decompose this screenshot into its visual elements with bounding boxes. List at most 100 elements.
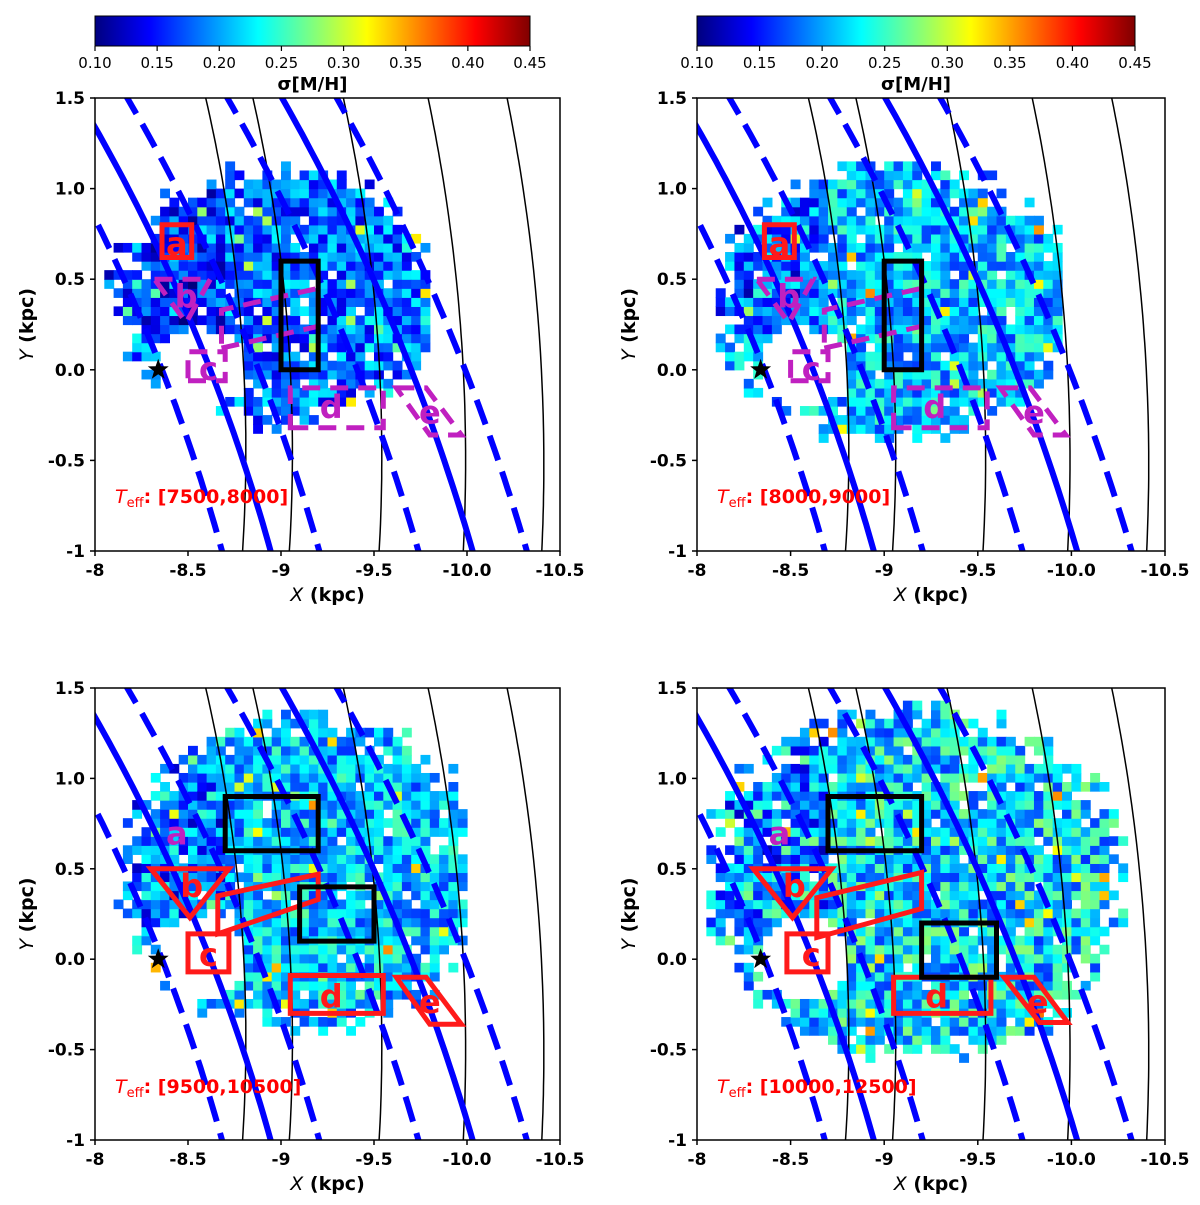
heatmap-cell (1005, 387, 1016, 398)
heatmap-cell (959, 989, 970, 1000)
region-d-outline (287, 385, 386, 431)
heatmap-cell (762, 224, 773, 235)
heatmap-cell (160, 333, 170, 344)
heatmap-cell (1015, 818, 1026, 828)
heatmap-cell (762, 297, 773, 307)
heatmap-cell (846, 836, 857, 846)
heatmap-cell (411, 854, 422, 864)
heatmap-cell (781, 206, 792, 217)
heatmap-cell (893, 252, 904, 262)
heatmap-cell (439, 926, 449, 937)
ring-line (1031, 98, 1071, 551)
heatmap-cell (828, 754, 838, 765)
heatmap-cell (940, 998, 951, 1009)
heatmap-cell (150, 854, 161, 864)
heatmap-cell (809, 215, 820, 226)
heatmap-cell (968, 944, 979, 955)
heatmap-cell (253, 727, 263, 738)
heatmap-cell (178, 800, 189, 810)
heatmap-cell (383, 270, 394, 280)
heatmap-cell (809, 836, 820, 846)
heatmap-cell (1015, 360, 1026, 371)
heatmap-cell (271, 206, 282, 217)
heatmap-cell (318, 836, 329, 846)
heatmap-cell (1015, 215, 1026, 226)
heatmap-cell (762, 279, 773, 289)
arm-edge-line (936, 688, 1135, 1140)
heatmap-cell (865, 980, 876, 991)
heatmap-cell (734, 872, 745, 883)
heatmap-cell (912, 881, 923, 892)
heatmap-cell (771, 242, 782, 253)
heatmap-cell (1024, 297, 1035, 307)
heatmap-cell (290, 387, 301, 398)
heatmap-cell (799, 845, 810, 855)
heatmap-cell (401, 926, 412, 937)
heatmap-cell (790, 288, 801, 298)
heatmap-cell (996, 709, 1007, 720)
heatmap-cell (1099, 836, 1110, 846)
heatmap-cell (262, 369, 273, 380)
heatmap-cell (281, 333, 291, 344)
heatmap-cell (364, 242, 375, 253)
heatmap-cell (949, 215, 960, 226)
heatmap-cell (949, 415, 960, 425)
heatmap-cell (401, 279, 412, 289)
region-e-outline (391, 974, 467, 1027)
heatmap-cell (1080, 944, 1091, 955)
heatmap-cell (856, 215, 867, 226)
heatmap-cell (987, 252, 998, 262)
heatmap-cell (392, 270, 403, 280)
heatmap-cell (828, 179, 838, 190)
heatmap-cell (206, 818, 217, 828)
heatmap-cell (299, 415, 310, 425)
heatmap-cell (299, 926, 310, 937)
heatmap-cell (790, 782, 801, 792)
heatmap-cell (1024, 215, 1035, 226)
heatmap-cell (346, 845, 356, 855)
heatmap-cell (818, 297, 829, 307)
colorbar-tick-label: 0.10 (680, 54, 713, 72)
heatmap-cell (809, 324, 820, 335)
heatmap-cell (949, 926, 960, 937)
heatmap-cell (874, 288, 885, 298)
heatmap-cell (318, 944, 329, 955)
heatmap-cell (996, 315, 1007, 326)
heatmap-cell (846, 989, 857, 1000)
heatmap-cell (374, 836, 384, 846)
heatmap-cell (809, 727, 820, 738)
heatmap-cell (987, 369, 998, 380)
heatmap-cell (931, 233, 941, 244)
heatmap-cell (893, 306, 904, 317)
heatmap-cell (1090, 854, 1101, 864)
heatmap-cell (308, 351, 319, 362)
heatmap-cell (243, 899, 254, 910)
heatmap-cell (865, 863, 876, 874)
heatmap-cell (940, 297, 951, 307)
heatmap-cell (743, 791, 754, 801)
heatmap-cell (429, 926, 440, 937)
heatmap-cell (996, 791, 1007, 801)
heatmap-cell (902, 197, 913, 208)
heatmap-cell (392, 818, 403, 828)
heatmap-cell (1015, 315, 1026, 326)
heatmap-cell (364, 772, 375, 783)
heatmap-cell (1052, 863, 1063, 874)
heatmap-cell (940, 288, 951, 298)
heatmap-cell (1005, 800, 1016, 810)
heatmap-cell (1099, 809, 1110, 819)
heatmap-cell (874, 1035, 885, 1045)
heatmap-cell (271, 736, 282, 747)
heatmap-cell (837, 1008, 848, 1018)
heatmap-cell (799, 854, 810, 864)
heatmap-cell (243, 809, 254, 819)
heatmap-cell (271, 745, 282, 756)
heatmap-cell (439, 863, 449, 874)
heatmap-cell (1015, 998, 1026, 1009)
heatmap-cell (865, 242, 876, 253)
heatmap-cell (401, 745, 412, 756)
heatmap-cell (225, 324, 236, 335)
heatmap-cell (799, 306, 810, 317)
heatmap-cell (206, 315, 217, 326)
